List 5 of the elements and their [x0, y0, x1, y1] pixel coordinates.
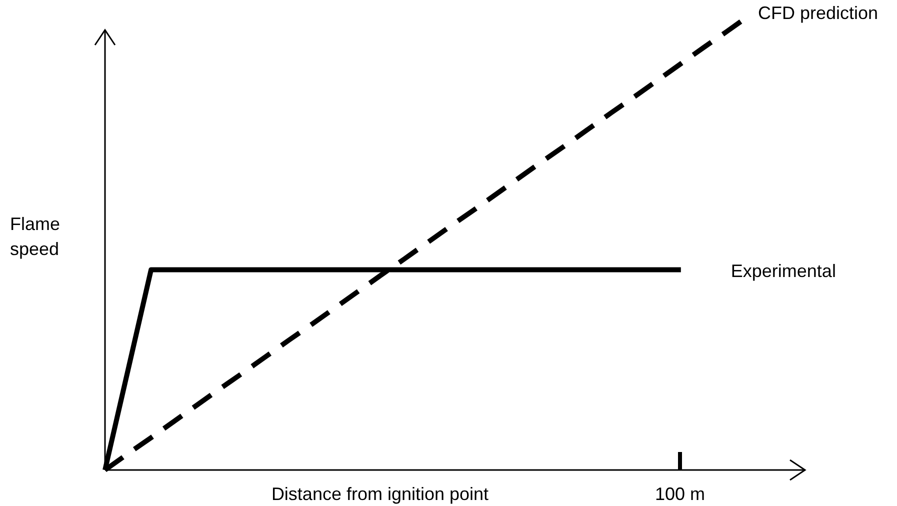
text: 100 m	[654, 484, 706, 504]
text: Experimental	[730, 260, 836, 281]
series-label: CFD prediction	[758, 3, 878, 23]
x-axis-title: Distance from ignition point	[271, 484, 489, 504]
y-axis-title: Flame speed	[10, 214, 60, 259]
